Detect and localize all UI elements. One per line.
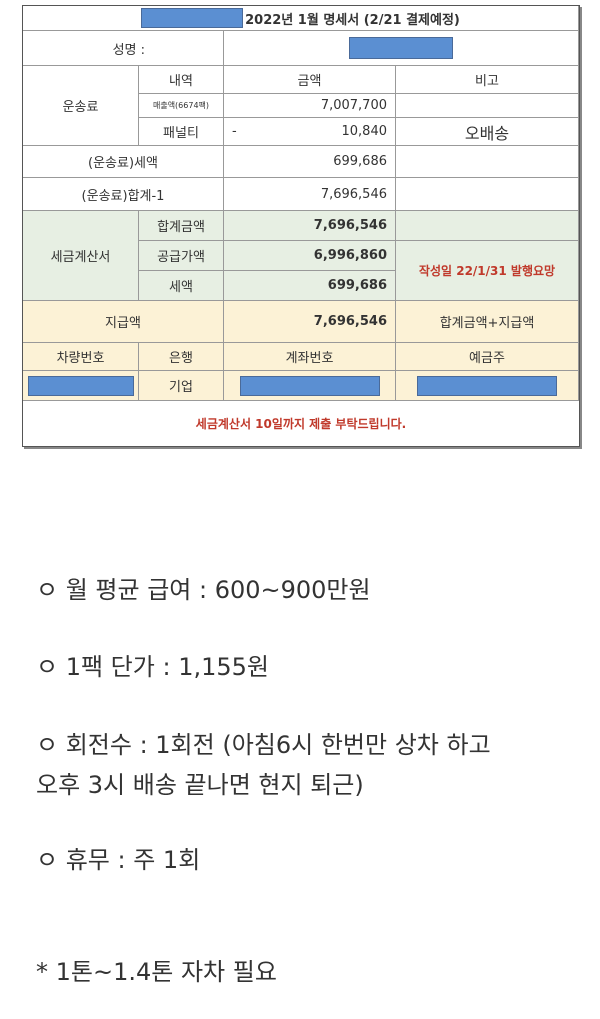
header-item: 내역 <box>139 66 224 94</box>
bank-header: 은행 <box>139 343 224 371</box>
redacted-block <box>27 375 134 396</box>
sales-label: 매출액(6674팩) <box>139 94 224 118</box>
empty-cell <box>396 211 579 241</box>
penalty-amount-cell: - 10,840 <box>224 118 396 146</box>
invoice-total: 7,696,546 <box>224 211 396 241</box>
invoice-supply-label: 공급가액 <box>139 241 224 271</box>
tax-label: (운송료)세액 <box>23 146 224 178</box>
statement-title: 2022년 1월 명세서 (2/21 결제예정) <box>245 12 460 28</box>
tax-amount: 699,686 <box>224 146 396 178</box>
redacted-block <box>349 37 453 59</box>
penalty-sign: - <box>232 124 237 139</box>
total-label: (운송료)합계-1 <box>23 178 224 211</box>
penalty-note: 오배송 <box>396 118 579 146</box>
vehicle-value <box>23 371 139 401</box>
empty-cell <box>396 178 579 211</box>
holder-header: 예금주 <box>396 343 579 371</box>
footer-note: 세금계산서 10일까지 제출 부탁드립니다. <box>195 417 407 431</box>
vehicle-header: 차량번호 <box>23 343 139 371</box>
statement-table: 2022년 1월 명세서 (2/21 결제예정) 성명 : 운송료 내역 금액 … <box>22 5 580 447</box>
account-header: 계좌번호 <box>224 343 396 371</box>
total-amount: 7,696,546 <box>224 178 396 211</box>
sales-note <box>396 94 579 118</box>
title-cell: 2022년 1월 명세서 (2/21 결제예정) <box>23 6 579 31</box>
freight-label: 운송료 <box>23 66 139 146</box>
redacted-block <box>239 375 380 396</box>
redacted-block <box>141 8 244 28</box>
penalty-amount: 10,840 <box>341 124 388 139</box>
sales-amount: 7,007,700 <box>224 94 396 118</box>
invoice-label: 세금계산서 <box>23 211 139 301</box>
note-rotation-cont: 오후 3시 배송 끝나면 현지 퇴근) <box>36 771 364 799</box>
payment-amount: 7,696,546 <box>224 301 396 343</box>
payment-label: 지급액 <box>23 301 224 343</box>
invoice-total-label: 합계금액 <box>139 211 224 241</box>
invoice-tax: 699,686 <box>224 271 396 301</box>
payment-note: 합계금액+지급액 <box>396 301 579 343</box>
holder-value <box>396 371 579 401</box>
name-label: 성명 : <box>23 31 224 66</box>
invoice-supply: 6,996,860 <box>224 241 396 271</box>
note-unit-price: ㅇ 1팩 단가 : 1,155원 <box>36 653 269 681</box>
note-days-off: ㅇ 휴무 : 주 1회 <box>36 846 201 874</box>
name-value <box>224 31 579 66</box>
invoice-tax-label: 세액 <box>139 271 224 301</box>
header-amount: 금액 <box>224 66 396 94</box>
empty-cell <box>396 146 579 178</box>
invoice-note: 작성일 22/1/31 발행요망 <box>396 241 579 301</box>
bank-value: 기업 <box>139 371 224 401</box>
header-note: 비고 <box>396 66 579 94</box>
note-rotation: ㅇ 회전수 : 1회전 (아침6시 한번만 상차 하고 <box>36 731 491 759</box>
note-vehicle: * 1톤~1.4톤 자차 필요 <box>36 958 277 986</box>
redacted-block <box>417 375 557 396</box>
penalty-label: 패널티 <box>139 118 224 146</box>
note-salary: ㅇ 월 평균 급여 : 600~900만원 <box>36 576 371 604</box>
account-value <box>224 371 396 401</box>
